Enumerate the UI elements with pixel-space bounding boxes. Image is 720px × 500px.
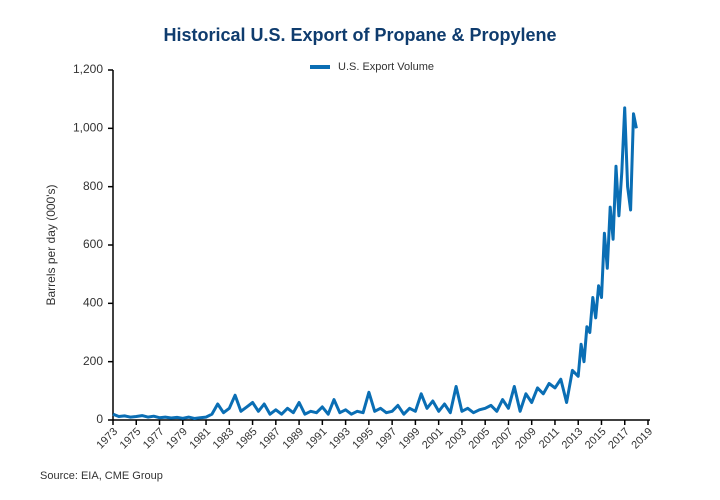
x-tick-label: 1991 <box>304 426 330 452</box>
x-tick-label: 1973 <box>94 426 120 452</box>
x-tick-label: 2001 <box>420 426 446 452</box>
legend-label: U.S. Export Volume <box>338 61 434 73</box>
x-tick-label: 2009 <box>513 426 539 452</box>
y-tick-label: 400 <box>83 296 103 310</box>
x-tick-label: 2007 <box>490 426 516 452</box>
x-tick-label: 2015 <box>583 426 609 452</box>
y-tick-label: 600 <box>83 237 103 251</box>
y-axis-label: Barrels per day (000's) <box>44 184 58 305</box>
x-tick-label: 1989 <box>280 426 306 452</box>
y-tick-label: 1,200 <box>73 62 103 76</box>
x-tick-label: 2003 <box>443 426 469 452</box>
x-tick-label: 1979 <box>164 426 190 452</box>
x-tick-label: 2017 <box>606 426 632 452</box>
x-tick-label: 1977 <box>141 426 167 452</box>
x-tick-label: 1995 <box>350 426 376 452</box>
x-tick-label: 2011 <box>537 426 562 451</box>
x-tick-label: 1997 <box>374 426 400 452</box>
x-tick-label: 1981 <box>187 426 213 452</box>
y-tick-label: 800 <box>83 179 103 193</box>
x-tick-label: 1975 <box>118 426 144 452</box>
source-note: Source: EIA, CME Group <box>40 470 163 482</box>
series-line <box>112 106 638 420</box>
x-tick-label: 1987 <box>257 426 283 452</box>
x-tick-label: 2005 <box>467 426 493 452</box>
x-tick-label: 2019 <box>629 426 655 452</box>
x-tick-label: 2013 <box>560 426 586 452</box>
y-tick-label: 200 <box>83 354 103 368</box>
x-tick-label: 1985 <box>234 426 260 452</box>
x-tick-label: 1999 <box>397 426 423 452</box>
y-tick-label: 1,000 <box>73 121 103 135</box>
x-tick-label: 1983 <box>211 426 237 452</box>
y-tick-label: 0 <box>96 412 103 426</box>
x-tick-label: 1993 <box>327 426 353 452</box>
chart-title: Historical U.S. Export of Propane & Prop… <box>163 25 556 45</box>
